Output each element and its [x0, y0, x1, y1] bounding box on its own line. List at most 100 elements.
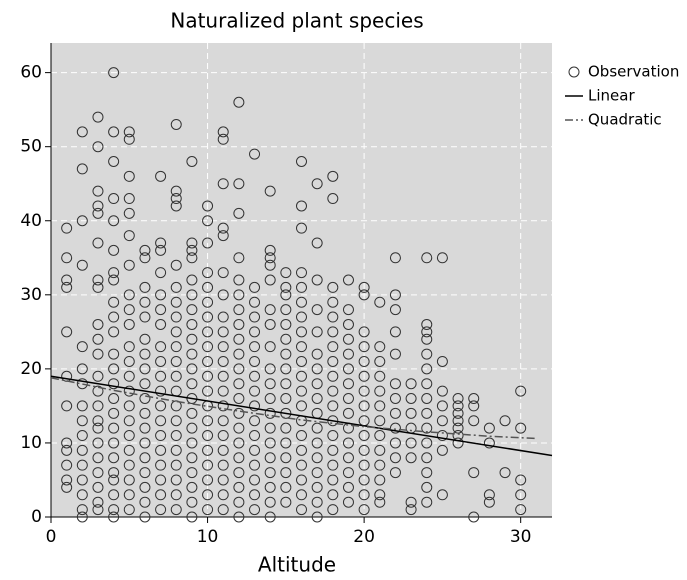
point: [327, 326, 339, 338]
point: [296, 355, 307, 367]
point: [358, 326, 370, 338]
point: [139, 296, 151, 308]
point: [170, 370, 182, 382]
fit-line: [50, 377, 537, 440]
point: [311, 437, 323, 449]
point: [296, 474, 307, 486]
point: [170, 355, 182, 367]
point: [123, 133, 135, 145]
point: [249, 489, 261, 501]
point: [421, 318, 433, 330]
point: [123, 415, 135, 427]
point: [108, 467, 120, 479]
point: [186, 378, 198, 390]
point: [452, 393, 464, 404]
point: [61, 252, 73, 264]
point: [61, 400, 73, 412]
point: [170, 193, 182, 205]
point: [123, 304, 135, 316]
point: [280, 378, 292, 390]
point: [327, 170, 339, 182]
point: [233, 318, 245, 330]
point: [202, 355, 214, 367]
point: [296, 200, 307, 212]
point: [123, 170, 135, 182]
point: [186, 496, 198, 508]
point: [421, 481, 433, 493]
point: [421, 363, 433, 375]
point: [233, 363, 245, 375]
point: [264, 341, 276, 353]
point: [421, 333, 433, 345]
point: [123, 259, 135, 271]
point: [202, 341, 214, 353]
point: [389, 467, 401, 479]
point: [264, 363, 276, 375]
point: [123, 230, 135, 242]
point: [155, 504, 167, 516]
point: [296, 504, 307, 516]
point: [186, 304, 198, 316]
point: [108, 407, 120, 419]
point: [123, 193, 135, 205]
point: [217, 430, 229, 442]
point: [311, 304, 323, 316]
point: [515, 474, 527, 486]
point: [249, 504, 261, 516]
point: [139, 363, 151, 375]
point: [92, 237, 104, 249]
point: [217, 126, 229, 138]
point: [123, 400, 135, 412]
point: [311, 348, 323, 360]
point: [311, 274, 323, 286]
point: [249, 311, 261, 323]
point: [280, 318, 292, 330]
point: [139, 393, 151, 404]
point: [327, 281, 339, 293]
x-tick-label: 10: [197, 527, 219, 547]
point: [92, 422, 104, 434]
point: [280, 333, 292, 345]
point: [155, 318, 167, 330]
point: [280, 348, 292, 360]
point: [92, 207, 104, 219]
point: [327, 311, 339, 323]
point: [61, 444, 73, 456]
point: [92, 274, 104, 286]
point: [76, 341, 88, 353]
point: [186, 252, 198, 264]
point: [61, 474, 73, 486]
point: [123, 355, 135, 367]
point: [92, 400, 104, 412]
point: [202, 281, 214, 293]
point: [139, 244, 151, 256]
point: [186, 422, 198, 434]
point: [264, 259, 276, 271]
point: [249, 148, 261, 160]
point: [249, 459, 261, 471]
x-axis-label: Altitude: [258, 553, 336, 577]
point: [327, 444, 339, 456]
point: [92, 281, 104, 293]
point: [436, 252, 448, 264]
point: [421, 452, 433, 464]
point: [139, 481, 151, 493]
point: [374, 400, 386, 412]
point: [264, 244, 276, 256]
point: [123, 504, 135, 516]
point: [515, 385, 527, 397]
point: [170, 296, 182, 308]
point: [358, 489, 370, 501]
point: [296, 444, 307, 456]
point: [155, 304, 167, 316]
point: [421, 348, 433, 360]
point: [296, 296, 307, 308]
point: [61, 222, 73, 234]
point: [327, 459, 339, 471]
point: [358, 355, 370, 367]
point: [123, 341, 135, 353]
point: [186, 156, 198, 167]
point: [327, 430, 339, 442]
point: [421, 437, 433, 449]
point: [296, 281, 307, 293]
